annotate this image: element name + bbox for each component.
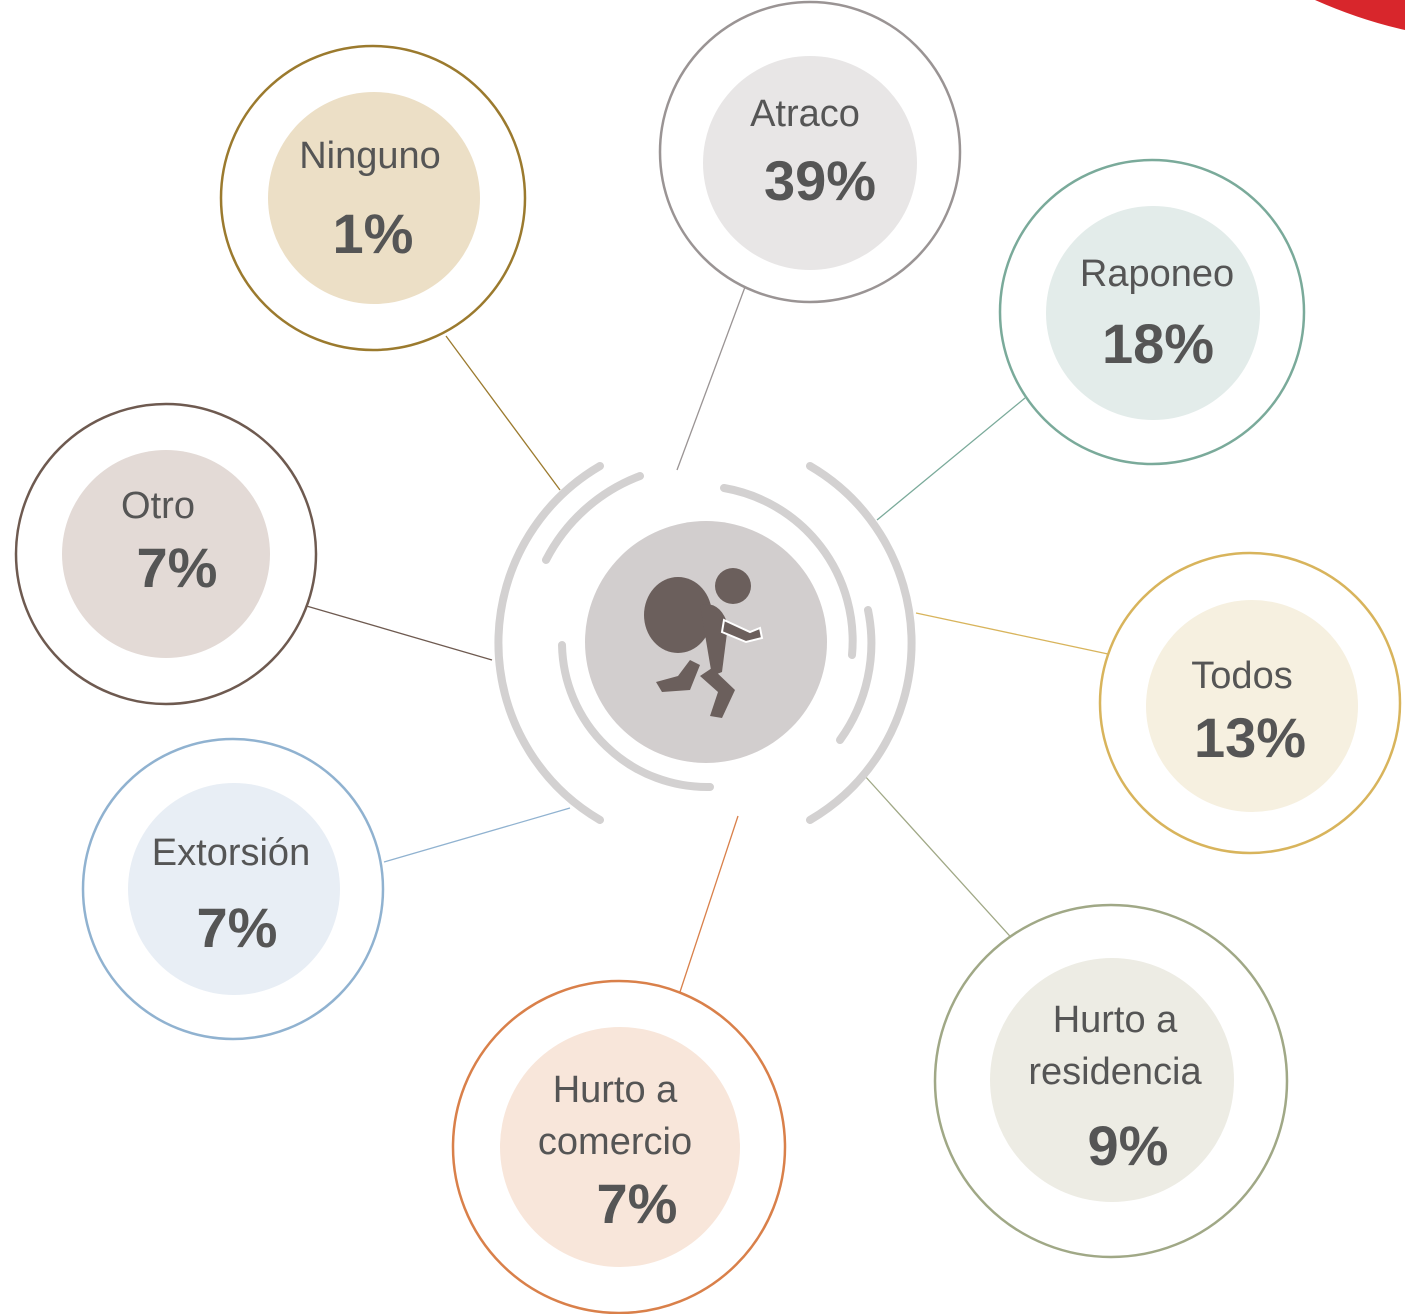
node: Extorsión 7%: [81, 737, 385, 1041]
connector: [383, 807, 571, 863]
center-circle: [585, 521, 827, 763]
node-label: Hurto a: [1053, 999, 1178, 1041]
arc: [558, 641, 714, 792]
corner-decoration: [1315, 0, 1405, 30]
center-icon: [494, 462, 916, 824]
connector: [677, 815, 739, 999]
node-inner: [268, 92, 480, 304]
connector: [302, 604, 493, 661]
node-inner: [1046, 206, 1260, 420]
node-label: Raponeo: [1080, 253, 1234, 295]
node-value: 18%: [1102, 312, 1214, 375]
node-inner: [62, 450, 270, 658]
connectors: [302, 286, 1109, 999]
connector: [863, 774, 1018, 945]
connector: [876, 397, 1026, 521]
node-value: 1%: [333, 202, 414, 265]
node: Atraco 39%: [658, 0, 962, 304]
node-label: residencia: [1028, 1051, 1202, 1093]
arc: [542, 472, 644, 564]
connector: [445, 335, 561, 491]
arc: [806, 462, 916, 824]
node-value: 7%: [597, 1172, 678, 1235]
arc: [494, 462, 604, 824]
node-inner: [128, 783, 340, 995]
node: Hurto a comercio 7%: [451, 979, 787, 1314]
node-value: 9%: [1088, 1114, 1169, 1177]
node: Raponeo 18%: [998, 158, 1306, 466]
node-inner: [500, 1027, 740, 1267]
node-label: Hurto a: [553, 1069, 678, 1111]
node-value: 7%: [137, 536, 218, 599]
arc: [836, 606, 876, 744]
node-inner: [703, 56, 917, 270]
node: Otro 7%: [14, 402, 318, 706]
node-label: Todos: [1191, 655, 1292, 697]
node-label: Atraco: [750, 93, 860, 135]
node-inner: [1146, 600, 1358, 812]
connector: [676, 286, 746, 471]
node-value: 39%: [764, 149, 876, 212]
thief-icon: [644, 568, 764, 718]
connector: [915, 612, 1109, 655]
node-label: Extorsión: [152, 832, 310, 874]
node-label: comercio: [538, 1121, 692, 1163]
nodes: Ninguno 1% Atraco 39% Raponeo 18% Todos 13% Hurt…: [14, 0, 1402, 1314]
node: Ninguno 1%: [219, 44, 527, 352]
node: Todos 13%: [1098, 551, 1402, 855]
node: Hurto a residencia 9%: [933, 903, 1289, 1259]
node-value: 13%: [1194, 706, 1306, 769]
node-value: 7%: [197, 896, 278, 959]
arc: [720, 484, 857, 659]
node-label: Otro: [121, 485, 195, 527]
node-label: Ninguno: [299, 135, 441, 177]
node-inner: [990, 958, 1234, 1202]
